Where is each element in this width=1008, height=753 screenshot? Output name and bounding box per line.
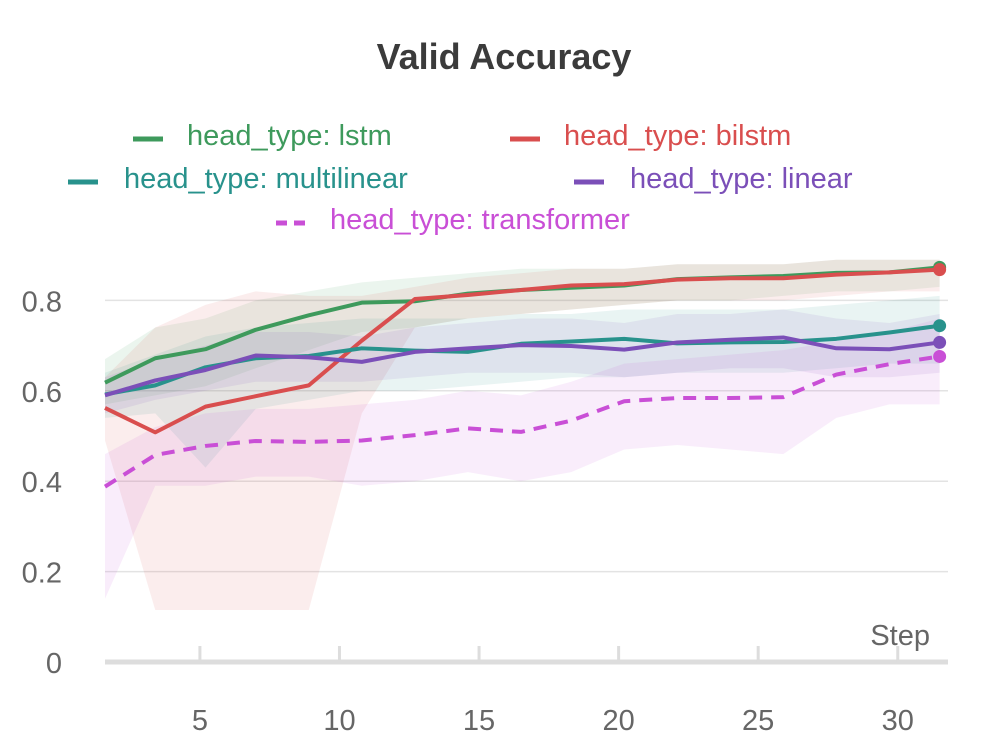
y-tick-label: 0.6 [22,377,62,409]
y-tick-label: 0.2 [22,558,62,590]
legend-swatch-multilinear [68,179,98,185]
legend-label-transformer: head_type: transformer [330,204,630,236]
x-axis-label: Step [870,620,930,652]
x-tick-label: 25 [742,705,774,737]
band-head-type-bilstm [105,259,940,611]
x-tick-label: 20 [602,705,634,737]
legend-label-linear: head_type: linear [630,163,853,195]
band-head-type-transformer [105,318,940,599]
band-head-type-lstm [105,259,940,405]
band-head-type-linear [105,309,940,414]
line-head-type-linear [104,335,940,398]
legend-label-bilstm: head_type: bilstm [564,120,792,152]
legend-label-multilinear: head_type: multilinear [124,163,408,195]
legend-swatch-linear [574,179,604,185]
legend-swatch-transformer [276,220,306,226]
legend-swatch-bilstm [510,136,540,142]
endpoint-head-type-bilstm [933,263,947,277]
legend-swatch-lstm [133,136,163,142]
x-tick-label: 5 [192,705,208,737]
legend-label-lstm: head_type: lstm [187,120,392,152]
x-tick-label: 30 [882,705,914,737]
endpoint-head-type-transformer [933,349,947,363]
endpoint-head-type-multilinear [933,319,947,333]
y-tick-label: 0.8 [22,286,62,318]
endpoint-head-type-linear [933,335,947,349]
line-head-type-bilstm [104,267,940,435]
chart-title: Valid Accuracy [376,36,632,77]
y-tick-label: 0 [46,648,62,680]
x-tick-label: 10 [323,705,355,737]
y-tick-label: 0.4 [22,467,62,499]
x-tick-label: 15 [463,705,495,737]
line-head-type-transformer [103,354,940,489]
